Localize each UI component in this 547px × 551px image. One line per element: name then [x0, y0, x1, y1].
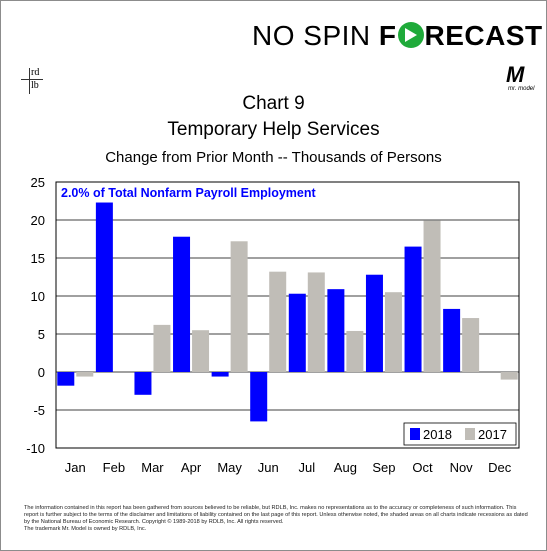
brand-logo: NO SPIN F RECAST — [252, 20, 543, 52]
bar-2018-apr — [173, 236, 191, 372]
x-tick-label: Apr — [181, 460, 202, 475]
bar-2017-nov — [462, 318, 480, 372]
bar-2018-jul — [288, 293, 306, 372]
rdlb-logo-icon: rd lb — [18, 67, 46, 94]
bar-2017-dec — [500, 372, 518, 380]
disclaimer-text: The information contained in this report… — [24, 505, 528, 525]
bar-2017-oct — [423, 220, 441, 372]
bar-2017-aug — [346, 330, 364, 372]
x-tick-label: Nov — [450, 460, 474, 475]
disclaimer: The information contained in this report… — [24, 505, 529, 533]
bar-2018-mar — [134, 372, 152, 395]
y-tick-label: 25 — [31, 175, 45, 190]
legend-swatch-2017 — [465, 428, 475, 440]
plot-border — [55, 181, 520, 449]
y-tick-label: -10 — [26, 441, 45, 456]
bar-2017-jul — [307, 272, 325, 372]
bar-2017-may — [230, 241, 248, 372]
bar-2018-oct — [404, 246, 422, 372]
legend-box — [403, 422, 517, 446]
x-tick-label: Dec — [488, 460, 512, 475]
mr-model-mark: M — [506, 62, 525, 87]
chart-annotation: 2.0% of Total Nonfarm Payroll Employment — [61, 186, 317, 200]
x-tick-label: Oct — [412, 460, 433, 475]
bar-2018-sep — [365, 274, 383, 372]
y-tick-label: 15 — [31, 251, 45, 266]
bar-chart: 25 20 15 10 5 0 -5 -10 Jan Feb Mar Apr May Jun Jul Aug S… — [26, 175, 520, 475]
x-tick-label: Sep — [372, 460, 395, 475]
x-tick-label: Aug — [334, 460, 357, 475]
rdlb-top-text: rd — [31, 67, 40, 78]
mr-model-caption: mr. model — [508, 86, 535, 92]
trademark-text: The trademark Mr. Model is owned by RDLB… — [24, 526, 147, 532]
bar-2018-jun — [250, 372, 268, 422]
y-tick-label: 0 — [38, 365, 45, 380]
x-tick-label: Mar — [141, 460, 164, 475]
bar-2018-jan — [57, 372, 75, 386]
x-tick-label: Jul — [298, 460, 315, 475]
bar-2017-mar — [153, 324, 171, 372]
rdlb-bottom-text: lb — [31, 80, 39, 91]
brand-text-part1: NO SPIN — [252, 20, 379, 51]
bar-2018-nov — [443, 308, 461, 372]
y-tick-label: 20 — [31, 213, 45, 228]
chart-subtitle: Change from Prior Month -- Thousands of … — [105, 149, 442, 166]
legend-label-2018: 2018 — [423, 427, 452, 442]
bar-2017-apr — [192, 330, 210, 372]
brand-text-f: F — [378, 20, 397, 51]
bar-2017-jan — [76, 372, 94, 377]
bar-2018-may — [211, 372, 229, 377]
x-tick-label: May — [217, 460, 242, 475]
chart-title: Temporary Help Services — [167, 119, 380, 140]
brand-text-recast: RECAST — [424, 20, 543, 51]
bar-2017-sep — [384, 292, 402, 372]
x-tick-label: Feb — [103, 460, 125, 475]
legend-swatch-2018 — [410, 428, 420, 440]
x-tick-label: Jan — [65, 460, 86, 475]
rdlb-vertical-rule — [29, 68, 30, 94]
forecast-arrow-icon — [397, 22, 424, 48]
rdlb-horizontal-rule — [21, 79, 43, 80]
y-tick-label: 5 — [38, 327, 45, 342]
x-tick-label: Jun — [258, 460, 279, 475]
bar-2017-jun — [269, 271, 287, 372]
mr-model-logo-icon: M mr. model — [502, 62, 535, 96]
bar-2018-feb — [95, 202, 113, 372]
y-tick-label: -5 — [33, 403, 45, 418]
legend-label-2017: 2017 — [478, 427, 507, 442]
y-tick-label: 10 — [31, 289, 45, 304]
bar-2018-aug — [327, 289, 345, 372]
chart-number: Chart 9 — [242, 93, 305, 114]
